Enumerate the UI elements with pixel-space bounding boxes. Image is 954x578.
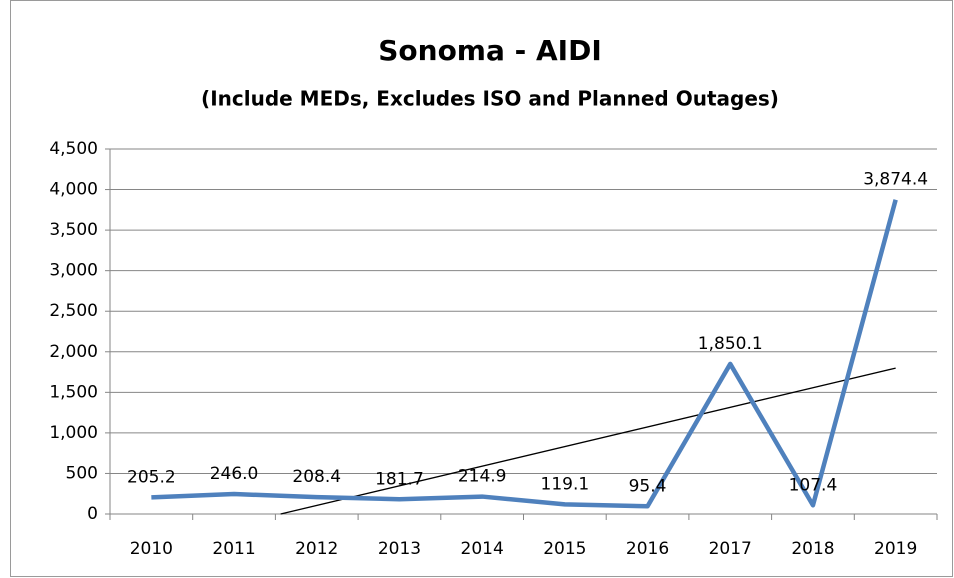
y-tick-label: 2,000 xyxy=(49,342,98,362)
chart-subtitle: (Include MEDs, Excludes ISO and Planned … xyxy=(201,87,779,111)
x-tick-label: 2010 xyxy=(130,539,173,559)
data-label: 119.1 xyxy=(541,474,590,494)
x-tick-label: 2012 xyxy=(295,539,338,559)
x-tick-label: 2015 xyxy=(543,539,586,559)
x-tick-label: 2011 xyxy=(212,539,255,559)
data-line xyxy=(151,199,898,509)
x-tick-label: 2013 xyxy=(378,539,421,559)
x-tick-label: 2016 xyxy=(626,539,669,559)
y-tick-label: 1,000 xyxy=(49,423,98,443)
trendline xyxy=(280,367,896,515)
x-tick-label: 2017 xyxy=(709,539,752,559)
x-tick-label: 2019 xyxy=(874,539,917,559)
x-tick-label: 2014 xyxy=(461,539,504,559)
y-tick-label: 4,000 xyxy=(49,180,98,200)
data-label: 214.9 xyxy=(458,467,507,487)
chart-title: Sonoma - AIDI xyxy=(378,34,602,67)
data-label: 181.7 xyxy=(375,469,424,489)
y-tick-label: 2,500 xyxy=(49,301,98,321)
data-label: 205.2 xyxy=(127,467,176,487)
chart-frame xyxy=(10,0,953,577)
y-tick-label: 1,500 xyxy=(49,382,98,402)
y-tick-label: 0 xyxy=(87,504,98,524)
data-label: 246.0 xyxy=(210,464,259,484)
data-label: 95.4 xyxy=(629,476,667,496)
y-tick-label: 500 xyxy=(66,463,98,483)
y-tick-label: 3,000 xyxy=(49,261,98,281)
y-tick-label: 3,500 xyxy=(49,220,98,240)
data-label: 208.4 xyxy=(292,467,341,487)
x-tick-label: 2018 xyxy=(791,539,834,559)
data-label: 107.4 xyxy=(789,475,838,495)
data-label: 3,874.4 xyxy=(863,170,928,190)
y-tick-label: 4,500 xyxy=(49,139,98,159)
data-label: 1,850.1 xyxy=(698,334,763,354)
